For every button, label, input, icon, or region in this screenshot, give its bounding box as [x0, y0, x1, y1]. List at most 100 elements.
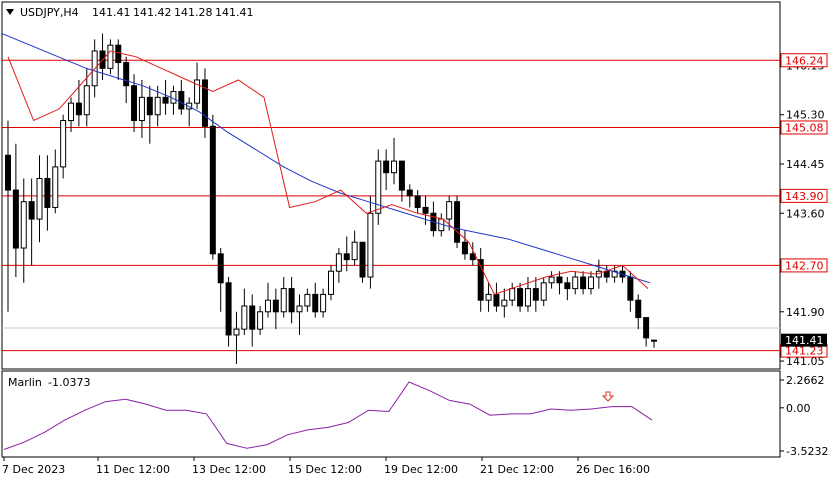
price-tick-label: 141.90	[786, 306, 825, 319]
time-axis-label: 21 Dec 12:00	[480, 463, 554, 476]
moving-average-red	[7, 50, 649, 296]
candle-body	[154, 96, 161, 116]
header-close: 141.41	[215, 6, 254, 19]
candle-body	[580, 276, 587, 290]
candle-body	[461, 241, 468, 255]
header-symbol: USDJPY,H4	[20, 6, 79, 19]
candle-body	[493, 293, 500, 307]
moving-average-blue	[1, 33, 651, 284]
candle-body	[304, 293, 311, 307]
candle-body	[68, 102, 75, 122]
candle-body	[351, 241, 358, 261]
marlin-line	[3, 381, 653, 450]
candle-body	[414, 195, 421, 208]
candle-body	[312, 293, 319, 313]
indicator-name: Marlin	[8, 376, 42, 389]
candle-body	[233, 328, 240, 336]
candle-body	[422, 206, 429, 214]
candle-body	[391, 160, 398, 174]
candle-body	[469, 253, 476, 261]
candle-body	[264, 299, 271, 313]
candle-body	[178, 91, 185, 110]
time-axis-label: 15 Dec 12:00	[288, 463, 362, 476]
indicator-scale: 2.2662 0.00 -3.5232	[780, 374, 828, 458]
candle-body	[651, 339, 657, 342]
candle-body	[501, 299, 508, 307]
main-pane[interactable]	[1, 1, 781, 370]
candle-body	[28, 201, 35, 220]
candle-body	[107, 44, 114, 69]
price-tick-label: 141.05	[786, 355, 825, 368]
candle-body	[44, 177, 51, 208]
time-axis-label: 26 Dec 16:00	[576, 463, 650, 476]
price-tick-label: 143.60	[786, 207, 825, 220]
current-price-tag: 141.41	[781, 333, 827, 347]
header-low: 141.28	[174, 6, 213, 19]
candle-body	[517, 288, 524, 307]
candle-body	[225, 282, 232, 336]
candle-body	[454, 201, 461, 243]
candle-body	[123, 62, 130, 87]
candle-body	[446, 201, 453, 220]
level-price-label: 142.70	[785, 259, 824, 272]
price-scale[interactable]: 146.15145.30144.45143.60142.75141.90141.…	[780, 59, 825, 368]
candle-body	[635, 299, 642, 319]
candle-body	[485, 293, 492, 301]
candle-body	[272, 299, 279, 313]
candle-body	[138, 96, 145, 122]
candle-body	[524, 288, 531, 307]
candle-body	[5, 154, 11, 191]
candle-body	[83, 85, 90, 116]
candle-body	[564, 282, 571, 290]
candle-body	[257, 311, 264, 330]
indicator-pane[interactable]	[1, 370, 781, 458]
candle-body	[367, 212, 374, 278]
candle-body	[75, 102, 82, 116]
candle-body	[241, 305, 248, 330]
candle-body	[509, 288, 516, 301]
candle-body	[131, 85, 138, 122]
down-arrow-icon	[601, 391, 615, 402]
candle-body	[115, 44, 122, 64]
level-price-label: 146.24	[785, 54, 824, 67]
candle-body	[201, 79, 208, 127]
candle-body	[477, 259, 484, 301]
level-price-tags: 146.24 145.08 143.90 142.70 141.23	[780, 53, 828, 358]
candle-body	[375, 160, 382, 214]
candle-body	[249, 305, 256, 330]
candle-body	[406, 189, 413, 197]
level-price-label: 143.90	[785, 190, 824, 203]
candle-body	[194, 79, 201, 104]
candle-body	[52, 166, 59, 208]
candle-body	[587, 276, 594, 290]
candle-body	[60, 120, 67, 168]
candle-body	[280, 288, 287, 313]
time-axis-label: 19 Dec 12:00	[384, 463, 458, 476]
candle-body	[398, 160, 405, 191]
time-axis[interactable]: 7 Dec 2023 11 Dec 12:00 13 Dec 12:00 15 Dec…	[2, 457, 650, 476]
level-price-label: 141.23	[785, 345, 824, 358]
candle-body	[296, 305, 303, 313]
dropdown-triangle-icon[interactable]	[6, 9, 14, 15]
candle-body	[209, 125, 216, 255]
candle-body	[186, 102, 193, 110]
indicator-tick-label: 0.00	[786, 402, 811, 415]
price-tick-label: 144.45	[786, 158, 825, 171]
header-open: 141.41	[92, 6, 131, 19]
candle-body	[335, 253, 342, 272]
indicator-value: -1.0373	[48, 376, 90, 389]
candle-body	[288, 288, 295, 313]
candle-body	[540, 282, 547, 301]
price-tick-label: 145.30	[786, 109, 825, 122]
time-axis-label: 13 Dec 12:00	[192, 463, 266, 476]
candle-body	[320, 293, 327, 313]
candle-body	[36, 177, 43, 220]
candle-body	[643, 317, 650, 339]
indicator-tick-label: 2.2662	[786, 374, 825, 387]
candle-body	[20, 201, 27, 249]
level-price-label: 145.08	[785, 121, 824, 134]
time-axis-label: 7 Dec 2023	[2, 463, 65, 476]
candle-body	[217, 253, 224, 284]
candle-body	[328, 270, 334, 295]
